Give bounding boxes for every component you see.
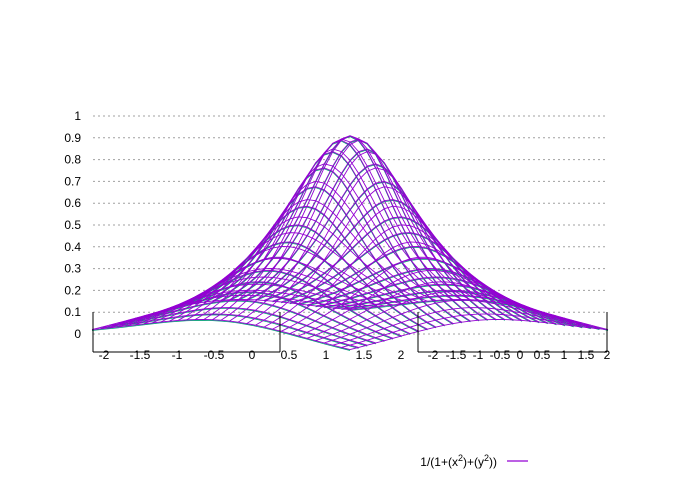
z-tick-label: 0.1: [64, 305, 81, 319]
surface-mesh-line-y: [349, 319, 609, 351]
z-tick-label: 0.4: [64, 240, 81, 254]
surface-mesh-line-y: [134, 268, 394, 326]
y-tick-label: -0.5: [490, 348, 511, 362]
legend-superscript-1: 2: [458, 453, 463, 463]
z-tick-label: 0.3: [64, 262, 81, 276]
surface-mesh-line-y: [332, 307, 591, 346]
surface-top-mesh: [91, 135, 609, 351]
x-axis-tick-labels: -2 -1.5 -1 -0.5 0 0.5 1 1.5 2: [99, 348, 405, 362]
legend-label: 1/(1+(x2)+(y2)): [420, 453, 497, 469]
surface-mesh-line-y: [177, 199, 437, 321]
underside-mesh-line: [109, 308, 368, 347]
surface-mesh-line-y: [315, 291, 574, 342]
surface-mesh-line-y: [152, 246, 411, 324]
surface-mesh-line-y: [194, 163, 454, 320]
surface-mesh-line-y: [143, 257, 402, 325]
z-axis-tick-labels: 0 0.1 0.2 0.3 0.4 0.5 0.6 0.7 0.8 0.9 1: [64, 109, 81, 341]
z-tick-label: 0.8: [64, 153, 81, 167]
surface-mesh-line-y: [289, 256, 548, 335]
surface-mesh-line-y: [298, 269, 557, 337]
x-tick-label: -1: [172, 348, 183, 362]
y-tick-label: 1.5: [578, 348, 595, 362]
y-tick-label: -1: [473, 348, 484, 362]
y-tick-label: 0: [517, 348, 524, 362]
y-tick-label: 0.5: [534, 348, 551, 362]
z-gridlines: [93, 115, 608, 335]
surface-mesh-line-y: [186, 180, 445, 321]
x-tick-label: -0.5: [204, 348, 225, 362]
surface-mesh-line-y: [341, 313, 600, 348]
surface-underside-mesh: [91, 136, 609, 351]
legend: 1/(1+(x2)+(y2)): [420, 453, 528, 469]
x-tick-label: -1.5: [130, 348, 151, 362]
surface-mesh-line-y: [169, 216, 428, 322]
surface-mesh-line-y: [255, 186, 514, 326]
z-tick-label: 1: [74, 109, 81, 123]
y-tick-label: 1: [561, 348, 568, 362]
surface-mesh-line-y: [246, 167, 505, 324]
y-tick-label: 2: [604, 348, 611, 362]
z-tick-label: 0.2: [64, 283, 81, 297]
surface-mesh-line-y: [324, 299, 583, 344]
y-axis-tick-labels: -2 -1.5 -1 -0.5 0 0.5 1 1.5 2: [428, 348, 611, 362]
surface-mesh-line-y: [220, 135, 480, 321]
underside-mesh-line: [100, 314, 359, 349]
z-tick-label: 0.5: [64, 218, 81, 232]
x-tick-label: 1.5: [356, 348, 373, 362]
legend-label-part-1: 1/(1+(x: [420, 455, 458, 469]
surface-mesh-line-y: [203, 148, 462, 320]
surface-mesh-line-y: [100, 294, 359, 330]
surface-mesh-line-y: [126, 276, 385, 327]
legend-label-part-3: )): [489, 455, 497, 469]
z-tick-label: 0.6: [64, 196, 81, 210]
surface-mesh-line-y: [160, 232, 419, 323]
underside-mesh-line: [117, 300, 376, 345]
legend-label-part-2: )+(y: [463, 455, 484, 469]
x-tick-label: -2: [99, 348, 110, 362]
surface-mesh-line-y: [306, 281, 566, 339]
surface-mesh-line-y: [237, 151, 497, 323]
z-tick-label: 0: [74, 327, 81, 341]
y-tick-label: -1.5: [446, 348, 467, 362]
surface-mesh-line-y: [109, 289, 368, 329]
x-tick-label: 0: [249, 348, 256, 362]
underside-mesh-line: [91, 319, 351, 351]
underside-mesh-line: [212, 140, 471, 323]
x-tick-label: 2: [398, 348, 405, 362]
surface-mesh-line-y: [263, 205, 523, 328]
y-tick-label: -2: [428, 348, 439, 362]
z-tick-label: 0.7: [64, 174, 81, 188]
surface-mesh-line-y: [229, 139, 488, 322]
surface-mesh-line-y: [212, 138, 471, 321]
underside-mesh-line: [126, 292, 385, 342]
x-tick-label: 0.5: [281, 348, 298, 362]
z-tick-label: 0.9: [64, 131, 81, 145]
base-axes: [92, 312, 608, 353]
surface-mesh-line-y: [91, 299, 351, 331]
legend-superscript-2: 2: [484, 453, 489, 463]
underside-mesh-line: [220, 136, 480, 322]
x-tick-label: 1: [323, 348, 330, 362]
